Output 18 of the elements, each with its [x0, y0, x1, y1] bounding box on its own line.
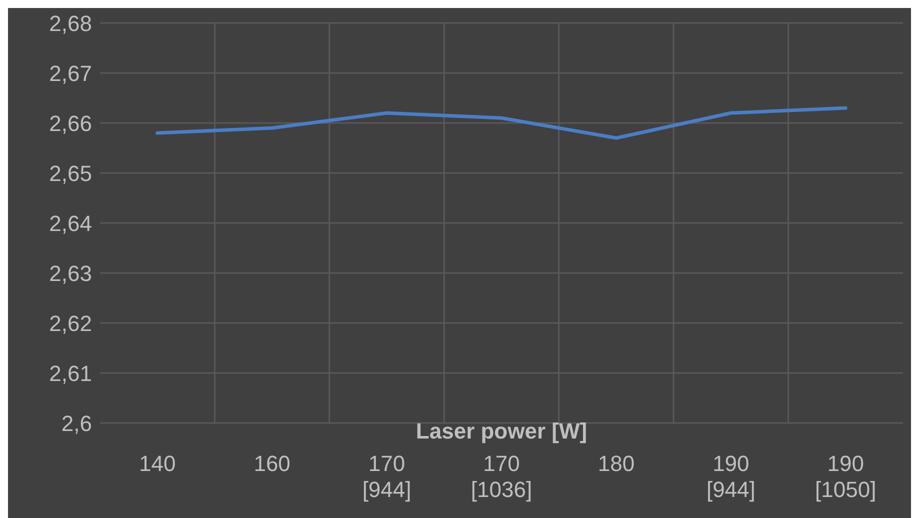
x-tick-label: 140 — [139, 451, 176, 476]
y-tick-label: 2,61 — [49, 360, 92, 386]
y-tick-label: 2,67 — [49, 60, 92, 86]
x-tick-label: 170 [944] — [362, 451, 412, 502]
x-tick-label: 190 [1050] — [815, 451, 876, 502]
line-series — [156, 106, 848, 140]
y-tick-label: 2,63 — [49, 260, 92, 286]
y-tick-label: 2,62 — [49, 310, 92, 336]
x-tick-label: 180 — [598, 451, 635, 476]
y-tick-label: 2,68 — [49, 10, 92, 36]
y-tick-label: 2,6 — [61, 410, 92, 436]
y-tick-label: 2,66 — [49, 110, 92, 136]
y-tick-label: 2,64 — [49, 210, 92, 236]
x-tick-label: 190 [944] — [706, 451, 756, 502]
y-tick-label: 2,65 — [49, 160, 92, 186]
x-axis-title: Laser power [W] — [416, 418, 588, 444]
x-tick-label: 170 [1036] — [470, 451, 532, 502]
x-tick-label: 160 — [254, 451, 290, 476]
